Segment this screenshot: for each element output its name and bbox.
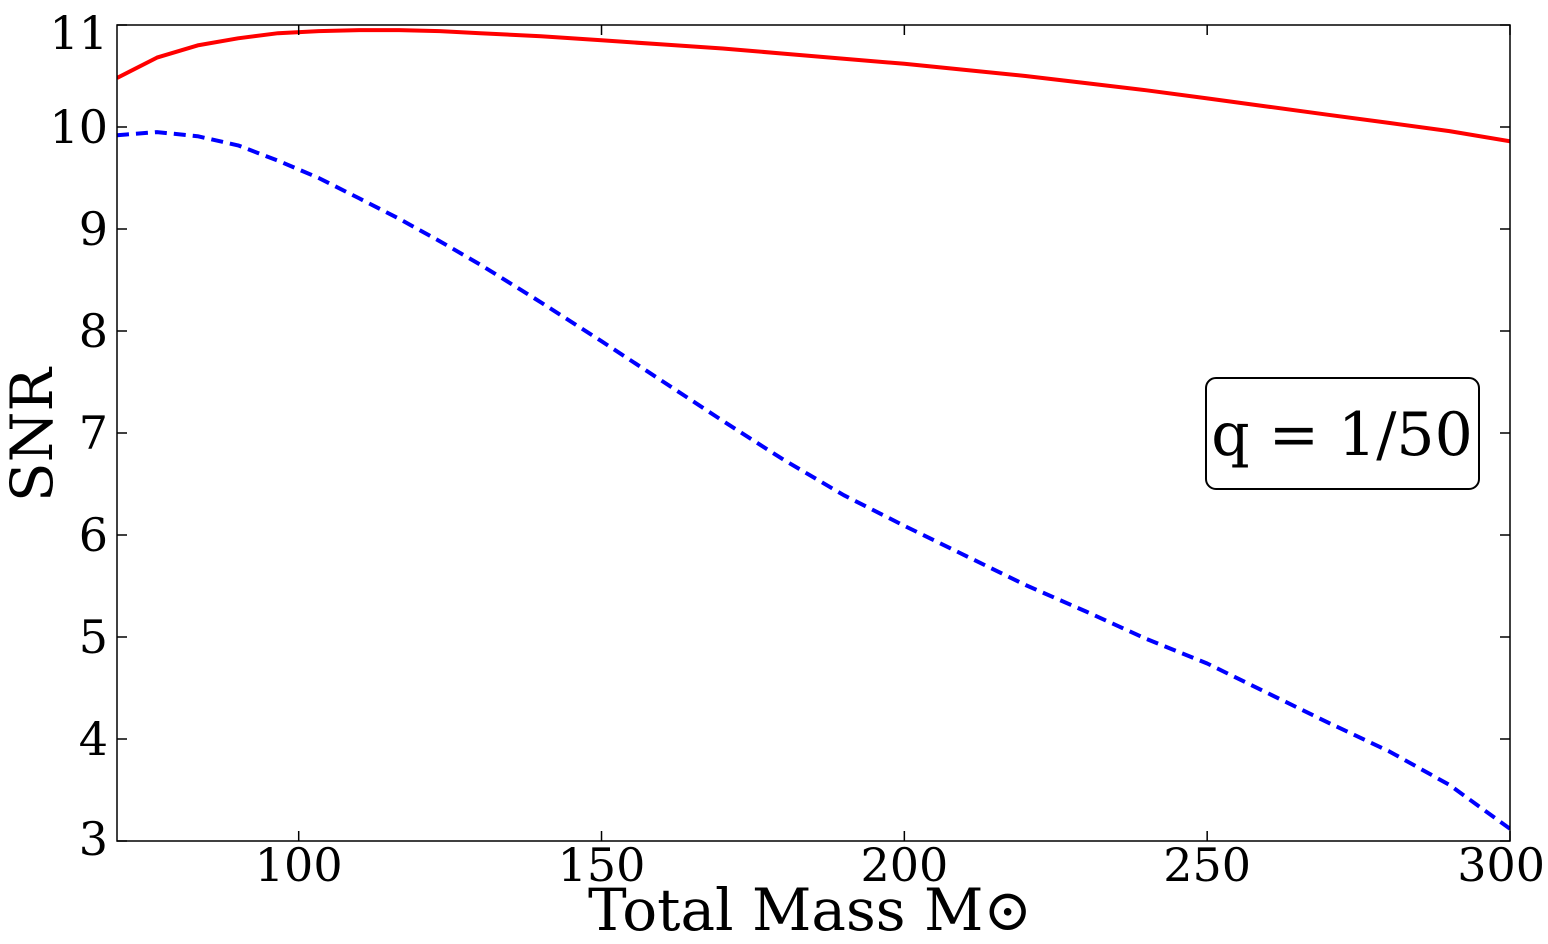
y-tick-label: 8 <box>79 304 108 358</box>
y-tick-label: 6 <box>79 508 108 562</box>
x-axis-title: Total Mass M⊙ <box>588 876 1032 944</box>
y-tick-label: 4 <box>79 712 108 766</box>
annotation-frame <box>1205 377 1480 490</box>
series-line-dashed-blue <box>117 130 1510 831</box>
annotation-box: q = 1/50 <box>1205 377 1480 490</box>
x-tick-label: 100 <box>255 838 343 892</box>
y-tick-label: 10 <box>49 100 108 154</box>
y-axis-title: SNR <box>0 366 66 502</box>
plot-frame <box>116 24 1511 842</box>
annotation-label: q = 1/50 <box>1211 400 1473 470</box>
y-tick-label: 11 <box>49 6 108 60</box>
series-line-solid-red <box>117 28 1510 144</box>
series-layer <box>117 28 1510 831</box>
x-tick-label: 300 <box>1457 838 1545 892</box>
x-tick-label: 150 <box>558 838 646 892</box>
x-tick-label: 250 <box>1163 838 1251 892</box>
x-tick-label: 200 <box>860 838 948 892</box>
tick-layer: 100 150 200 250 300 3 4 5 6 7 8 9 10 11 <box>49 6 1545 892</box>
y-tick-label: 3 <box>79 812 108 866</box>
y-tick-label: 7 <box>79 406 108 460</box>
y-tick-label: 9 <box>79 202 108 256</box>
y-tick-label: 5 <box>79 610 108 664</box>
